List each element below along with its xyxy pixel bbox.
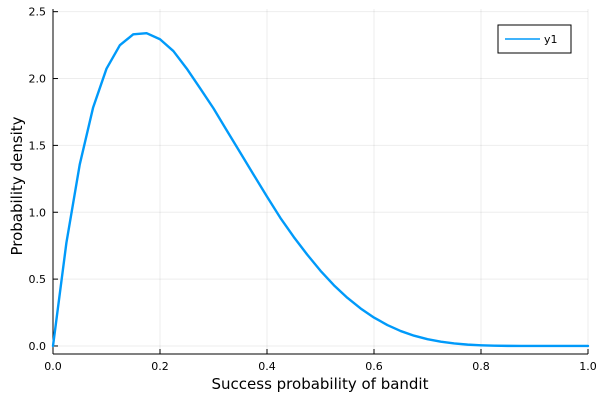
x-tick-label: 0.8 — [472, 360, 490, 373]
y-tick-label: 1.0 — [29, 206, 47, 219]
series-layer — [51, 32, 590, 348]
y-tick-label: 2.5 — [29, 6, 47, 19]
x-tick-label: 0.4 — [258, 360, 276, 373]
legend-label-y1: y1 — [544, 33, 558, 46]
x-ticks: 0.0 0.2 0.4 0.6 0.8 1.0 — [44, 349, 597, 373]
x-tick-label: 1.0 — [579, 360, 597, 373]
legend: y1 — [497, 24, 572, 54]
axes — [52, 9, 588, 355]
y-tick-label: 0.5 — [29, 273, 47, 286]
y-tick-label: 0.0 — [29, 340, 47, 353]
y-ticks: 0.0 0.5 1.0 1.5 2.0 2.5 — [29, 6, 58, 353]
series-line-y1 — [51, 32, 590, 348]
x-tick-label: 0.6 — [365, 360, 383, 373]
y-tick-label: 2.0 — [29, 73, 47, 86]
x-tick-label: 0.2 — [151, 360, 169, 373]
y-tick-label: 1.5 — [29, 139, 47, 152]
y-axis-title: Probability density — [8, 116, 26, 255]
grid — [52, 9, 589, 354]
x-tick-label: 0.0 — [44, 360, 62, 373]
x-axis-title: Success probability of bandit — [212, 375, 429, 393]
